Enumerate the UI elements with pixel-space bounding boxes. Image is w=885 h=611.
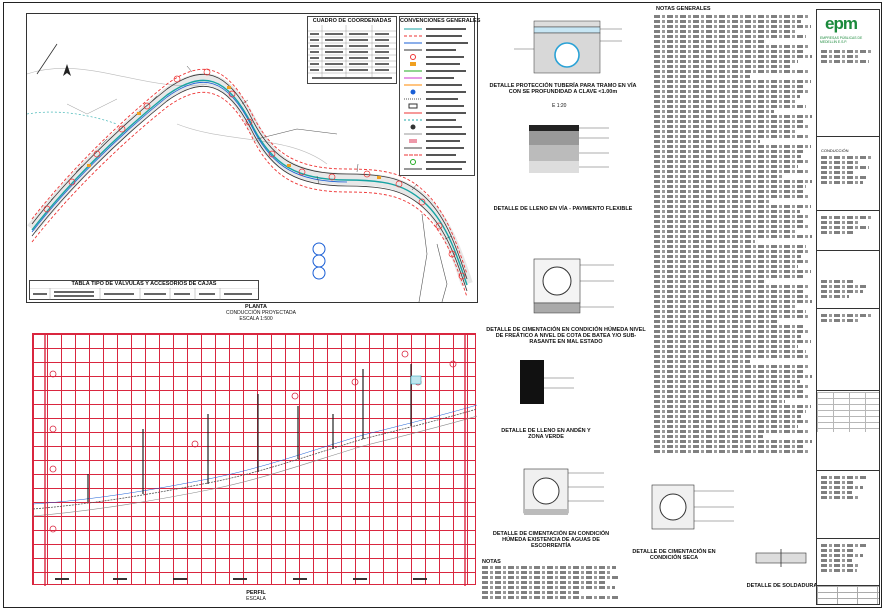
detail-6-title: DETALLE DE CIMENTACIÓN EN CONDICIÓN SECA — [624, 549, 724, 561]
coordinates-table: CUADRO DE COORDENADAS — [307, 16, 397, 84]
detail-6-title-text: DETALLE DE CIMENTACIÓN EN CONDICIÓN SECA — [632, 549, 716, 561]
sheet-info-grid — [817, 586, 879, 604]
title-block-lines-2 — [821, 156, 877, 186]
detail-2-title: DETALLE DE LLENO EN VÍA - PAVIMENTO FLEX… — [488, 206, 638, 212]
tb-divider-7 — [817, 538, 879, 539]
detail-foundation-dry — [644, 481, 744, 543]
detail-foundation-wet-drawing — [533, 258, 614, 314]
detail-4-title: DETALLE DE LLENO EN ANDÉN Y ZONA VERDE — [496, 428, 596, 440]
title-block-lines-4 — [821, 280, 877, 300]
detail-foundation-dry-drawing — [651, 484, 734, 530]
title-block-lines-5 — [821, 314, 877, 324]
title-block-lines-6 — [821, 476, 877, 501]
detail-7-title: DETALLE DE SOLDADURA — [746, 583, 818, 589]
drawing-sheet: CUADRO DE COORDENADAS — [3, 2, 882, 608]
detail-foundation-wet — [514, 255, 634, 323]
plan-drawing — [27, 43, 473, 302]
title-block-lines-3 — [821, 216, 877, 236]
coordinates-table-grid — [308, 25, 396, 79]
detail-5-title-text: DETALLE DE CIMENTACIÓN EN CONDICIÓN HÚME… — [492, 531, 610, 549]
notes-title: NOTAS GENERALES — [656, 6, 711, 12]
company-name: EMPRESAS PÚBLICAS DE MEDELLÍN E.S.P. — [820, 36, 863, 44]
detail-5-title: DETALLE DE CIMENTACIÓN EN CONDICIÓN HÚME… — [492, 531, 610, 549]
detail-3-title-text: DETALLE DE CIMENTACIÓN EN CONDICIÓN HÚME… — [486, 327, 646, 345]
tb-divider-1 — [817, 136, 879, 137]
tb-divider-2 — [817, 210, 879, 211]
notes-body — [654, 15, 814, 475]
profile-drawing — [33, 334, 477, 586]
tb-divider-5 — [817, 390, 879, 391]
detail-pipe-protection — [514, 19, 624, 77]
profile-scale: ESCALA — [246, 596, 266, 602]
title-block-lines-1 — [821, 50, 877, 65]
valves-table: TABLA TIPO DE VÁLVULAS Y ACCESORIOS DE C… — [29, 280, 259, 300]
detail-2-title-text: DETALLE DE LLENO EN VÍA - PAVIMENTO FLEX… — [493, 206, 633, 212]
revision-table — [817, 392, 879, 432]
legend-box: CONVENCIONES GENERALES — [399, 16, 481, 176]
detail-fill-road — [509, 121, 629, 181]
detail-1-title-text: DETALLE PROTECCIÓN TUBERÍA PARA TRAMO EN… — [489, 83, 637, 95]
profile-label: PERFIL — [246, 590, 266, 596]
detail-1-scale: E 1:20 — [552, 103, 567, 109]
detail-fill-sidewalk — [514, 358, 634, 408]
valves-table-grid — [30, 288, 258, 300]
detail-fill-road-drawing — [529, 125, 609, 173]
tb-divider-4 — [817, 308, 879, 309]
coordinates-table-title: CUADRO DE COORDENADAS — [312, 18, 392, 24]
plan-viewport: CUADRO DE COORDENADAS — [26, 13, 481, 303]
detail-weld — [746, 543, 816, 579]
detail-foundation-runoff-drawing — [523, 468, 604, 515]
tb-divider-3 — [817, 250, 879, 251]
detail-1-title: DETALLE PROTECCIÓN TUBERÍA PARA TRAMO EN… — [488, 83, 638, 95]
plan-scale: ESCALA 1:500 — [239, 316, 273, 322]
detail-foundation-runoff — [514, 465, 634, 525]
stamp-text: EPM — [839, 311, 846, 315]
detail-fill-sidewalk-drawing — [520, 360, 574, 404]
project-label: CONDUCCIÓN — [821, 148, 849, 153]
detail-4-title-text: DETALLE DE LLENO EN ANDÉN Y ZONA VERDE — [501, 428, 591, 440]
bottom-notes-title: NOTAS — [482, 559, 501, 565]
title-block-lines-7 — [821, 544, 877, 574]
tb-divider-6 — [817, 470, 879, 471]
detail-weld-drawing — [755, 549, 807, 567]
profile-viewport — [32, 333, 477, 586]
detail-3-title: DETALLE DE CIMENTACIÓN EN CONDICIÓN HÚME… — [486, 327, 646, 345]
plan-label: PLANTA — [245, 304, 267, 310]
valves-table-title: TABLA TIPO DE VÁLVULAS Y ACCESORIOS DE C… — [71, 281, 217, 287]
bottom-notes-body — [482, 566, 622, 606]
epm-logo: epm — [825, 14, 858, 33]
detail-pipe-protection-drawing — [514, 20, 622, 74]
legend-symbols — [404, 28, 468, 170]
legend-title: CONVENCIONES GENERALES — [400, 18, 481, 24]
title-block: epm EMPRESAS PÚBLICAS DE MEDELLÍN E.S.P.… — [816, 9, 880, 605]
tb-divider-8 — [817, 585, 879, 586]
plan-subtitle: CONDUCCIÓN PROYECTADA — [226, 310, 296, 316]
